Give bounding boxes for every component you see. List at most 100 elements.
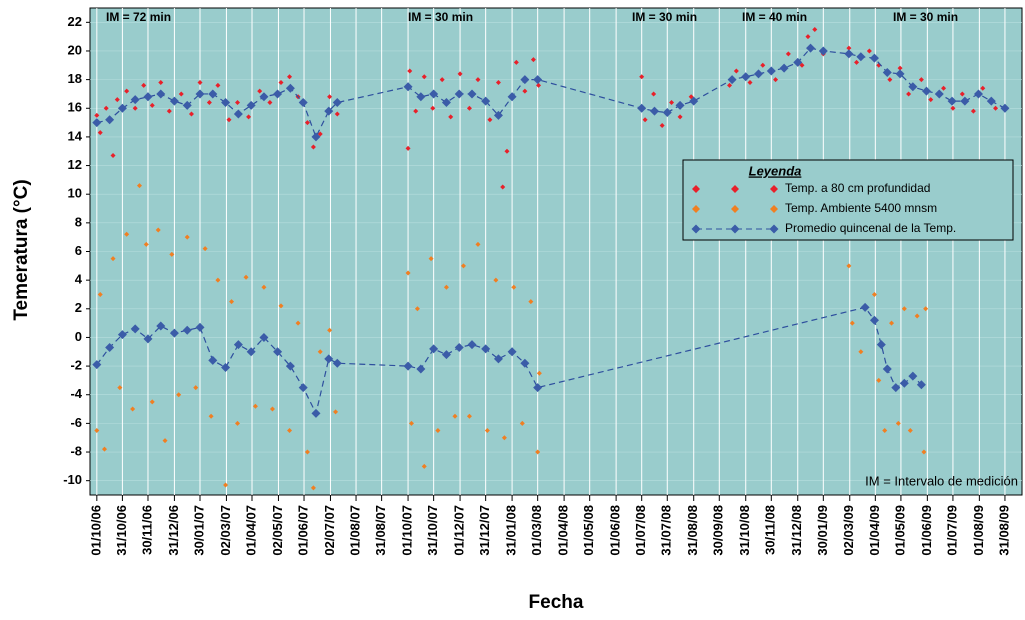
average-point [221,98,231,108]
data-point [846,45,852,51]
data-point [310,485,316,491]
legend-label: Temp. a 80 cm profundidad [785,181,930,195]
annotation: IM = 30 min [893,10,958,24]
average-point [298,383,308,393]
data-point [669,100,675,106]
data-point [193,385,199,391]
data-point [317,349,323,355]
average-point [520,75,530,85]
data-point [805,34,811,40]
data-point [535,449,541,455]
average-point [298,98,308,108]
data-point [124,88,130,94]
data-point [235,100,241,106]
data-point [760,62,766,68]
average-point [105,115,115,125]
data-point [921,449,927,455]
data-point [959,91,965,97]
average-point [117,330,127,340]
data-point [785,51,791,57]
average-point [441,98,451,108]
data-point [970,108,976,114]
data-point [103,105,109,111]
data-point [501,435,507,441]
data-point [243,274,249,280]
x-tick-label: 30/09/08 [711,505,726,556]
data-point [295,320,301,326]
average-point [117,103,127,113]
x-tick-label: 01/04/07 [243,505,258,556]
data-point [141,82,147,88]
x-tick-label: 02/03/09 [841,505,856,556]
average-point [311,132,321,142]
data-point [197,79,203,85]
data-point [511,284,517,290]
data-point [110,153,116,159]
data-point [493,277,499,283]
average-point [844,49,854,59]
x-tick-label: 02/05/07 [270,505,285,556]
data-point [846,263,852,269]
y-tick-label: 16 [68,100,82,115]
average-point [130,95,140,105]
average-point [467,89,477,99]
legend-label: Temp. Ambiente 5400 mnsm [785,201,937,215]
data-point [110,256,116,262]
data-point [522,88,528,94]
legend-marker [692,205,700,213]
data-point [914,313,920,319]
data-point [536,370,542,376]
data-point [854,59,860,65]
data-point [528,299,534,305]
data-point [871,291,877,297]
annotation: IM = 72 min [106,10,171,24]
legend-label: Promedio quincenal de la Temp. [785,221,956,235]
grid [86,8,1022,501]
data-point [304,120,310,126]
data-point [278,79,284,85]
data-point [166,108,172,114]
average-point [934,89,944,99]
y-tick-label: -8 [70,443,82,458]
average-point [1000,103,1010,113]
data-point [923,306,929,312]
data-point [484,428,490,434]
y-tick-label: -6 [70,415,82,430]
average-point [649,106,659,116]
x-tick-label: 01/06/09 [919,505,934,556]
data-point [169,251,175,257]
average-point [533,383,543,393]
average-point [105,342,115,352]
average-point [507,347,517,357]
average-point [662,108,672,118]
legend-marker [731,205,739,213]
legend-marker [730,224,740,234]
legend-box [682,159,1014,241]
legend: Leyenda Temp. a 80 cm profundidad Temp. Am… [682,159,1014,241]
data-point [278,303,284,309]
average-point [92,118,102,128]
average-point [899,378,909,388]
data-point [536,82,542,88]
y-tick-label: 4 [75,272,83,287]
average-point [156,89,166,99]
data-point [677,114,683,120]
average-point [960,96,970,106]
average-point [130,324,140,334]
data-point [435,428,441,434]
data-point [261,284,267,290]
x-tick-label: 30/01/07 [191,505,206,556]
average-point [182,100,192,110]
legend-marker [769,224,779,234]
data-point [215,277,221,283]
y-tick-label: 20 [68,42,82,57]
average-point [429,89,439,99]
data-point [149,102,155,108]
data-point [812,26,818,32]
data-point [257,88,263,94]
y-tick-label: 12 [68,157,82,172]
y-tick-label: -10 [63,472,82,487]
data-point [519,420,525,426]
data-point [439,77,445,83]
x-tick-label: 30/11/06 [139,505,154,555]
